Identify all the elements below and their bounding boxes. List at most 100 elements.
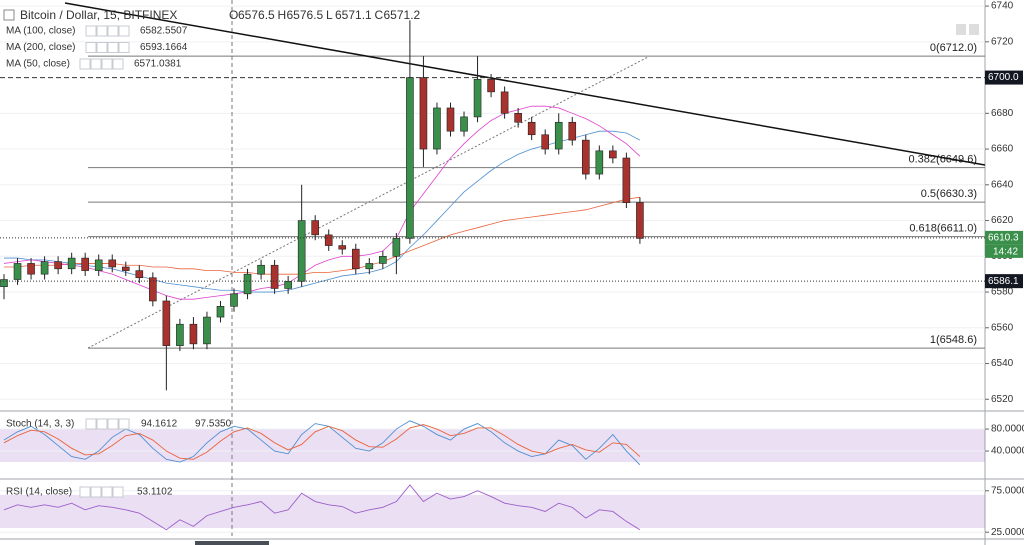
candle-body [13, 263, 22, 280]
ma-value: 6593.1664 [140, 42, 188, 53]
candle-body [40, 261, 49, 275]
ohlc-value: 6576.5 [238, 8, 275, 22]
y-tick-label: 6580 [991, 287, 1014, 298]
candle-body [67, 257, 76, 270]
band [0, 429, 985, 463]
icon-button[interactable] [96, 418, 108, 430]
y-tick-label: 6720 [991, 36, 1014, 47]
indicator-line [3, 424, 641, 460]
candle-body [324, 234, 333, 246]
candle-body [189, 323, 198, 345]
candle-body [609, 150, 617, 159]
icon-button[interactable] [101, 486, 113, 498]
candle-body [54, 261, 62, 270]
candle-body [581, 139, 590, 175]
moving-average [3, 105, 641, 300]
ohlc-value: 6576.5 [287, 8, 324, 22]
y-tick-label: 6520 [991, 394, 1014, 405]
symbol: Bitcoin / Dollar, 15, BITFINEX [20, 8, 177, 22]
candle-body [365, 263, 374, 270]
icon-button[interactable] [85, 42, 97, 53]
candle-body [311, 220, 319, 236]
icon-button[interactable] [90, 486, 102, 498]
icon-button[interactable] [96, 42, 108, 53]
price-tag-label: 6700.0 [988, 72, 1019, 83]
candle-body [487, 79, 495, 93]
indicator-line [3, 484, 641, 531]
icon-button[interactable] [118, 42, 130, 53]
candle-body [270, 264, 279, 289]
candle-body [473, 79, 482, 118]
candle-body [446, 107, 455, 132]
indicator-value: 97.5350 [195, 419, 232, 430]
y-tick-label: 6740 [991, 1, 1014, 12]
ohlc-value: 6571.2 [384, 8, 421, 22]
candle-body [121, 266, 130, 271]
scroll-button[interactable] [956, 24, 966, 35]
icon-button[interactable] [112, 486, 124, 498]
candle-body [135, 270, 144, 279]
icon-button[interactable] [101, 58, 113, 70]
candle-body [297, 220, 306, 282]
ohlc-key: H [278, 8, 287, 22]
candle-body [622, 157, 631, 203]
candle-body [0, 279, 8, 287]
candle-body [243, 273, 252, 295]
candle-body [94, 259, 103, 271]
y-tick-label: 6640 [991, 179, 1014, 190]
indicator-title: Stoch (14, 3, 3) [6, 419, 74, 430]
icon-button[interactable] [96, 25, 108, 37]
candle-body [162, 300, 171, 346]
y-tick-label: 80.0000 [991, 424, 1024, 435]
candle-body [230, 293, 238, 307]
ma-value: 6582.5507 [140, 26, 188, 37]
scroll-button[interactable] [969, 24, 979, 35]
candle-body [419, 77, 428, 150]
ohlc-value: 6571.1 [335, 8, 372, 22]
indicator-title: RSI (14, close) [6, 487, 72, 498]
y-tick-label: 40.0000 [991, 446, 1024, 457]
candle-body [284, 281, 292, 289]
candle-body [554, 121, 563, 150]
time-axis-handle [195, 541, 269, 545]
icon-button[interactable] [112, 58, 124, 70]
icon-button[interactable] [107, 418, 119, 430]
trend-line [64, 2, 986, 166]
candle-body [351, 248, 360, 270]
candle-body [460, 116, 468, 132]
candle-body [149, 277, 157, 302]
candle-body [500, 91, 509, 114]
candle-body [595, 150, 604, 175]
indicator-line [3, 420, 641, 466]
candle-body [568, 121, 577, 141]
candle-body [257, 264, 265, 275]
icon-button[interactable] [90, 58, 102, 70]
icon-button[interactable] [85, 418, 97, 430]
y-tick-label: 6660 [991, 144, 1014, 155]
fib-label: 0(6712.0) [930, 42, 977, 54]
ohlc-key: O [229, 8, 238, 22]
fib-label: 0.382(6649.6) [909, 154, 978, 166]
candle-body [392, 238, 401, 257]
candle-body [338, 245, 347, 250]
icon-button[interactable] [79, 58, 91, 70]
icon-button[interactable] [79, 486, 91, 498]
candle-body [81, 257, 89, 271]
y-tick-label: 25.0000 [991, 527, 1024, 538]
icon-button[interactable] [118, 25, 130, 37]
candle-body [379, 255, 387, 264]
icon-button[interactable] [118, 418, 130, 430]
price-tag [985, 230, 1023, 245]
indicator-value: 94.1612 [141, 419, 178, 430]
icon-button[interactable] [107, 42, 119, 53]
ma-value: 6571.0381 [134, 59, 182, 70]
candle-body [541, 134, 550, 150]
countdown-tag [985, 244, 1023, 258]
candle-body [108, 259, 117, 268]
icon-button[interactable] [85, 25, 97, 37]
icon-button[interactable] [107, 25, 119, 37]
menu-icon[interactable] [3, 9, 15, 21]
candle-body [203, 316, 211, 345]
price-tag [985, 274, 1023, 289]
candle-body [514, 113, 522, 123]
